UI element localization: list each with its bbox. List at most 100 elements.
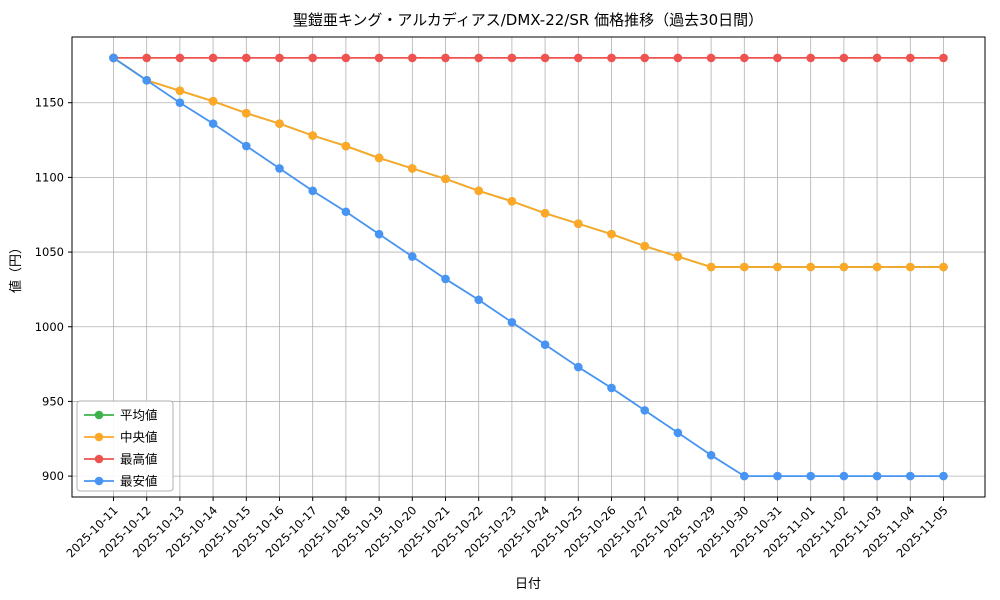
data-point-marker bbox=[839, 471, 849, 481]
data-point-marker bbox=[408, 53, 417, 63]
data-point-marker bbox=[939, 471, 948, 481]
data-point-marker bbox=[806, 53, 815, 63]
data-point-marker bbox=[773, 262, 782, 272]
data-point-marker bbox=[408, 164, 417, 173]
data-point-marker bbox=[773, 53, 782, 63]
legend-marker bbox=[94, 432, 104, 442]
data-point-marker bbox=[341, 53, 351, 63]
data-point-marker bbox=[374, 53, 384, 63]
data-point-marker bbox=[208, 96, 218, 106]
data-point-marker bbox=[408, 252, 417, 261]
data-point-marker bbox=[872, 471, 882, 481]
data-point-marker bbox=[441, 274, 450, 284]
data-point-marker bbox=[574, 362, 583, 372]
data-point-marker bbox=[175, 53, 185, 63]
chart-title: 聖鎧亜キング・アルカディアス/DMX-22/SR 価格推移（過去30日間） bbox=[293, 11, 763, 29]
y-tick-label: 900 bbox=[42, 469, 64, 483]
data-point-marker bbox=[839, 53, 849, 63]
legend-marker bbox=[94, 454, 104, 464]
data-point-marker bbox=[906, 471, 915, 481]
series-mean bbox=[109, 53, 948, 272]
y-tick-label: 950 bbox=[42, 394, 64, 408]
data-point-marker bbox=[740, 471, 749, 481]
data-point-marker bbox=[773, 471, 782, 481]
data-point-marker bbox=[208, 119, 218, 128]
series-max bbox=[109, 53, 948, 63]
data-point-marker bbox=[341, 207, 351, 217]
data-point-marker bbox=[308, 186, 318, 196]
data-point-marker bbox=[740, 53, 749, 63]
series-min bbox=[109, 53, 948, 481]
data-point-marker bbox=[540, 208, 550, 218]
data-point-marker bbox=[806, 262, 815, 272]
legend-label: 中央値 bbox=[120, 429, 158, 444]
data-point-marker bbox=[906, 262, 915, 272]
data-point-marker bbox=[906, 53, 915, 63]
data-point-marker bbox=[607, 229, 616, 239]
data-point-marker bbox=[242, 53, 251, 63]
data-point-marker bbox=[374, 153, 384, 163]
series-line bbox=[112, 57, 944, 477]
legend-label: 平均値 bbox=[120, 407, 158, 422]
data-point-marker bbox=[142, 76, 151, 85]
data-point-marker bbox=[540, 53, 550, 63]
data-point-marker bbox=[673, 252, 683, 261]
data-point-marker bbox=[341, 141, 351, 151]
legend-marker bbox=[94, 476, 104, 486]
y-tick-label: 1050 bbox=[35, 245, 64, 259]
plot-border bbox=[71, 36, 986, 498]
data-point-marker bbox=[607, 383, 616, 393]
data-point-marker bbox=[142, 53, 151, 63]
data-point-marker bbox=[374, 229, 384, 239]
data-point-marker bbox=[275, 53, 284, 63]
series-line bbox=[112, 57, 944, 268]
legend-box bbox=[76, 400, 174, 492]
data-point-marker bbox=[474, 295, 484, 305]
series-line bbox=[112, 57, 944, 268]
data-point-marker bbox=[607, 53, 616, 63]
data-point-marker bbox=[574, 219, 583, 228]
data-point-marker bbox=[507, 196, 517, 206]
data-point-marker bbox=[275, 164, 284, 173]
data-point-marker bbox=[308, 53, 318, 63]
data-point-marker bbox=[640, 241, 649, 251]
data-point-marker bbox=[175, 98, 185, 108]
x-axis-label: 日付 bbox=[515, 577, 541, 592]
y-tick-label: 1000 bbox=[35, 320, 64, 334]
data-point-marker bbox=[242, 141, 251, 151]
data-point-marker bbox=[507, 317, 517, 327]
data-point-marker bbox=[507, 53, 517, 63]
legend-label: 最安値 bbox=[120, 473, 158, 488]
data-point-marker bbox=[441, 53, 450, 63]
series-median bbox=[109, 53, 948, 272]
data-point-marker bbox=[872, 262, 882, 272]
data-point-marker bbox=[839, 262, 849, 272]
data-point-marker bbox=[706, 53, 716, 63]
data-point-marker bbox=[441, 174, 450, 184]
data-series bbox=[109, 53, 948, 481]
legend-marker bbox=[94, 410, 104, 420]
y-tick-label: 1150 bbox=[35, 96, 64, 110]
data-point-marker bbox=[208, 53, 218, 63]
data-point-marker bbox=[673, 53, 683, 63]
data-point-marker bbox=[640, 53, 649, 63]
data-point-marker bbox=[540, 340, 550, 349]
data-point-marker bbox=[109, 53, 118, 63]
data-point-marker bbox=[474, 186, 484, 196]
data-point-marker bbox=[474, 53, 484, 63]
data-point-marker bbox=[706, 262, 716, 272]
data-point-marker bbox=[806, 471, 815, 481]
data-point-marker bbox=[939, 53, 948, 63]
data-point-marker bbox=[275, 119, 284, 128]
y-axis-label: 値（円） bbox=[8, 241, 24, 293]
data-point-marker bbox=[175, 86, 185, 96]
data-point-marker bbox=[673, 428, 683, 438]
data-point-marker bbox=[939, 262, 948, 272]
data-point-marker bbox=[706, 450, 716, 460]
data-point-marker bbox=[740, 262, 749, 272]
data-point-marker bbox=[308, 131, 318, 140]
data-point-marker bbox=[574, 53, 583, 63]
